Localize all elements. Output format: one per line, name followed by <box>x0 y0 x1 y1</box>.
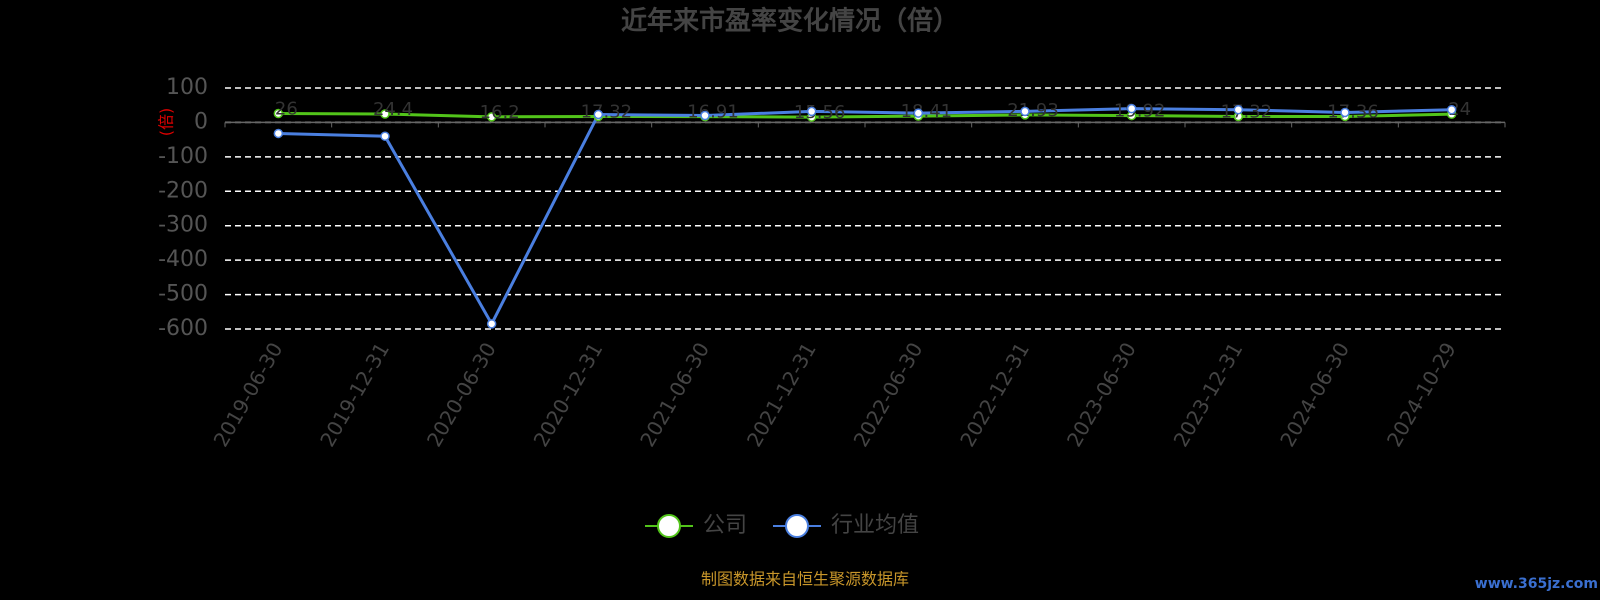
data-point <box>1446 104 1457 115</box>
legend-marker <box>657 514 681 538</box>
x-tick-label: 2019-06-30 <box>209 338 288 451</box>
x-tick-label: 2021-06-30 <box>635 338 714 451</box>
x-tick-label: 2020-12-31 <box>529 338 608 451</box>
data-label: 24 <box>1448 99 1471 120</box>
x-tick-label: 2022-06-30 <box>849 338 928 451</box>
chart-title: 近年来市盈率变化情况（倍） <box>621 6 959 37</box>
series-line <box>278 107 1452 327</box>
data-point <box>1126 103 1137 114</box>
data-point <box>273 128 284 139</box>
y-tick-label: -100 <box>158 144 208 169</box>
x-tick-label: 2022-12-31 <box>955 338 1034 451</box>
x-tick-label: 2024-06-30 <box>1275 338 1354 451</box>
data-label: 21.93 <box>1007 100 1059 121</box>
data-label: 15.56 <box>794 102 846 123</box>
x-tick-label: 2023-06-30 <box>1062 338 1141 451</box>
legend-marker <box>785 514 809 538</box>
data-point <box>273 108 284 119</box>
data-point <box>1020 106 1030 117</box>
data-label: 16.2 <box>480 102 520 123</box>
data-label: 17.36 <box>1327 101 1379 122</box>
x-tick-label: 2021-12-31 <box>742 338 821 451</box>
source-note: 制图数据来自恒生聚源数据库 <box>701 570 909 589</box>
y-tick-label: -600 <box>158 316 208 341</box>
data-point <box>1340 107 1350 118</box>
x-tick-label: 2024-10-29 <box>1382 338 1461 451</box>
legend-label: 行业均值 <box>831 513 919 538</box>
x-tick-label: 2023-12-31 <box>1169 338 1248 451</box>
series-line <box>278 111 1452 119</box>
y-tick-label: -500 <box>158 282 208 307</box>
data-point <box>486 112 497 122</box>
data-label: 26 <box>275 98 298 119</box>
watermark: www.365jz.com <box>1475 576 1598 592</box>
data-point <box>380 109 390 119</box>
data-label: 18.41 <box>901 101 953 122</box>
data-label: 17.32 <box>581 101 633 122</box>
data-point <box>593 109 604 120</box>
legend-label: 公司 <box>703 513 747 538</box>
data-point <box>1233 104 1244 115</box>
y-axis-label: (倍) <box>157 108 176 137</box>
y-tick-label: -400 <box>158 247 208 272</box>
y-tick-label: 0 <box>194 109 208 134</box>
data-label: 16.91 <box>687 102 739 123</box>
y-tick-label: -200 <box>158 178 208 203</box>
data-point <box>380 131 390 141</box>
data-point <box>806 106 817 117</box>
data-label: 17.32 <box>1221 101 1273 122</box>
y-tick-label: 100 <box>166 75 208 100</box>
x-tick-label: 2019-12-31 <box>315 338 394 451</box>
data-label: 19.92 <box>1114 101 1166 122</box>
data-point <box>913 108 924 118</box>
data-point <box>700 110 710 121</box>
y-tick-label: -300 <box>158 213 208 238</box>
data-label: 24.4 <box>373 99 413 120</box>
x-tick-label: 2020-06-30 <box>422 338 501 451</box>
data-point <box>486 319 497 329</box>
